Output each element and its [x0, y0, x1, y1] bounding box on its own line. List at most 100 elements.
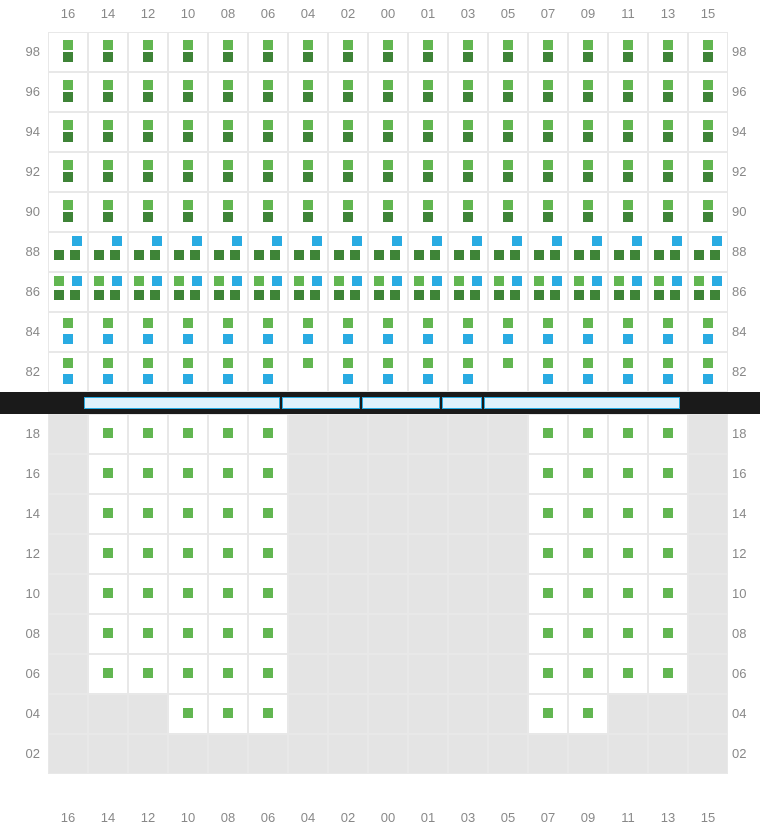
seat[interactable]: [143, 160, 153, 170]
seat[interactable]: [103, 628, 113, 638]
seat[interactable]: [374, 250, 384, 260]
seat[interactable]: [374, 276, 384, 286]
seat[interactable]: [383, 120, 393, 130]
seat[interactable]: [263, 212, 273, 222]
seat[interactable]: [223, 334, 233, 344]
seat[interactable]: [263, 52, 273, 62]
seat[interactable]: [543, 318, 553, 328]
seat[interactable]: [703, 40, 713, 50]
seat[interactable]: [663, 212, 673, 222]
seat[interactable]: [303, 334, 313, 344]
seat[interactable]: [470, 250, 480, 260]
seat[interactable]: [343, 132, 353, 142]
seat[interactable]: [543, 120, 553, 130]
seat[interactable]: [623, 80, 633, 90]
seat[interactable]: [230, 290, 240, 300]
seat[interactable]: [103, 428, 113, 438]
seat[interactable]: [263, 120, 273, 130]
seat[interactable]: [472, 276, 482, 286]
seat[interactable]: [310, 290, 320, 300]
seat[interactable]: [423, 40, 433, 50]
seat[interactable]: [103, 80, 113, 90]
seat[interactable]: [190, 290, 200, 300]
seat[interactable]: [663, 92, 673, 102]
seat[interactable]: [663, 374, 673, 384]
seat[interactable]: [623, 628, 633, 638]
seat[interactable]: [543, 80, 553, 90]
seat[interactable]: [503, 172, 513, 182]
seat[interactable]: [183, 52, 193, 62]
seat[interactable]: [70, 290, 80, 300]
seat[interactable]: [303, 358, 313, 368]
seat[interactable]: [534, 290, 544, 300]
seat[interactable]: [63, 40, 73, 50]
seat[interactable]: [223, 628, 233, 638]
seat[interactable]: [623, 172, 633, 182]
seat[interactable]: [143, 40, 153, 50]
seat[interactable]: [303, 200, 313, 210]
seat[interactable]: [343, 80, 353, 90]
seat[interactable]: [510, 250, 520, 260]
seat[interactable]: [574, 250, 584, 260]
seat[interactable]: [632, 276, 642, 286]
seat[interactable]: [183, 374, 193, 384]
seat[interactable]: [183, 200, 193, 210]
seat[interactable]: [583, 668, 593, 678]
seat[interactable]: [223, 358, 233, 368]
seat[interactable]: [263, 668, 273, 678]
seat[interactable]: [143, 80, 153, 90]
seat[interactable]: [583, 508, 593, 518]
seat[interactable]: [263, 508, 273, 518]
seat[interactable]: [663, 548, 673, 558]
seat[interactable]: [334, 276, 344, 286]
seat[interactable]: [710, 250, 720, 260]
seat[interactable]: [503, 120, 513, 130]
seat[interactable]: [703, 132, 713, 142]
seat[interactable]: [543, 428, 553, 438]
seat[interactable]: [694, 250, 704, 260]
seat[interactable]: [663, 628, 673, 638]
seat[interactable]: [143, 92, 153, 102]
seat[interactable]: [103, 548, 113, 558]
seat[interactable]: [503, 160, 513, 170]
seat[interactable]: [623, 358, 633, 368]
seat[interactable]: [703, 80, 713, 90]
seat[interactable]: [263, 160, 273, 170]
seat[interactable]: [343, 200, 353, 210]
seat[interactable]: [272, 276, 282, 286]
seat[interactable]: [263, 548, 273, 558]
seat[interactable]: [592, 276, 602, 286]
seat[interactable]: [703, 52, 713, 62]
seat[interactable]: [223, 588, 233, 598]
seat[interactable]: [143, 318, 153, 328]
seat[interactable]: [454, 276, 464, 286]
seat[interactable]: [334, 250, 344, 260]
seat[interactable]: [503, 132, 513, 142]
seat[interactable]: [623, 212, 633, 222]
seat[interactable]: [352, 276, 362, 286]
seat[interactable]: [623, 318, 633, 328]
seat[interactable]: [303, 318, 313, 328]
seat[interactable]: [150, 290, 160, 300]
seat[interactable]: [583, 428, 593, 438]
seat[interactable]: [174, 290, 184, 300]
seat[interactable]: [703, 374, 713, 384]
seat[interactable]: [223, 172, 233, 182]
seat[interactable]: [143, 508, 153, 518]
seat[interactable]: [703, 92, 713, 102]
seat[interactable]: [223, 200, 233, 210]
seat[interactable]: [623, 588, 633, 598]
seat[interactable]: [670, 250, 680, 260]
seat[interactable]: [214, 276, 224, 286]
seat[interactable]: [543, 160, 553, 170]
seat[interactable]: [232, 236, 242, 246]
seat[interactable]: [663, 358, 673, 368]
seat[interactable]: [583, 40, 593, 50]
seat[interactable]: [663, 668, 673, 678]
seat[interactable]: [543, 212, 553, 222]
seat[interactable]: [103, 52, 113, 62]
seat[interactable]: [183, 358, 193, 368]
seat[interactable]: [152, 236, 162, 246]
seat[interactable]: [423, 358, 433, 368]
seat[interactable]: [63, 80, 73, 90]
